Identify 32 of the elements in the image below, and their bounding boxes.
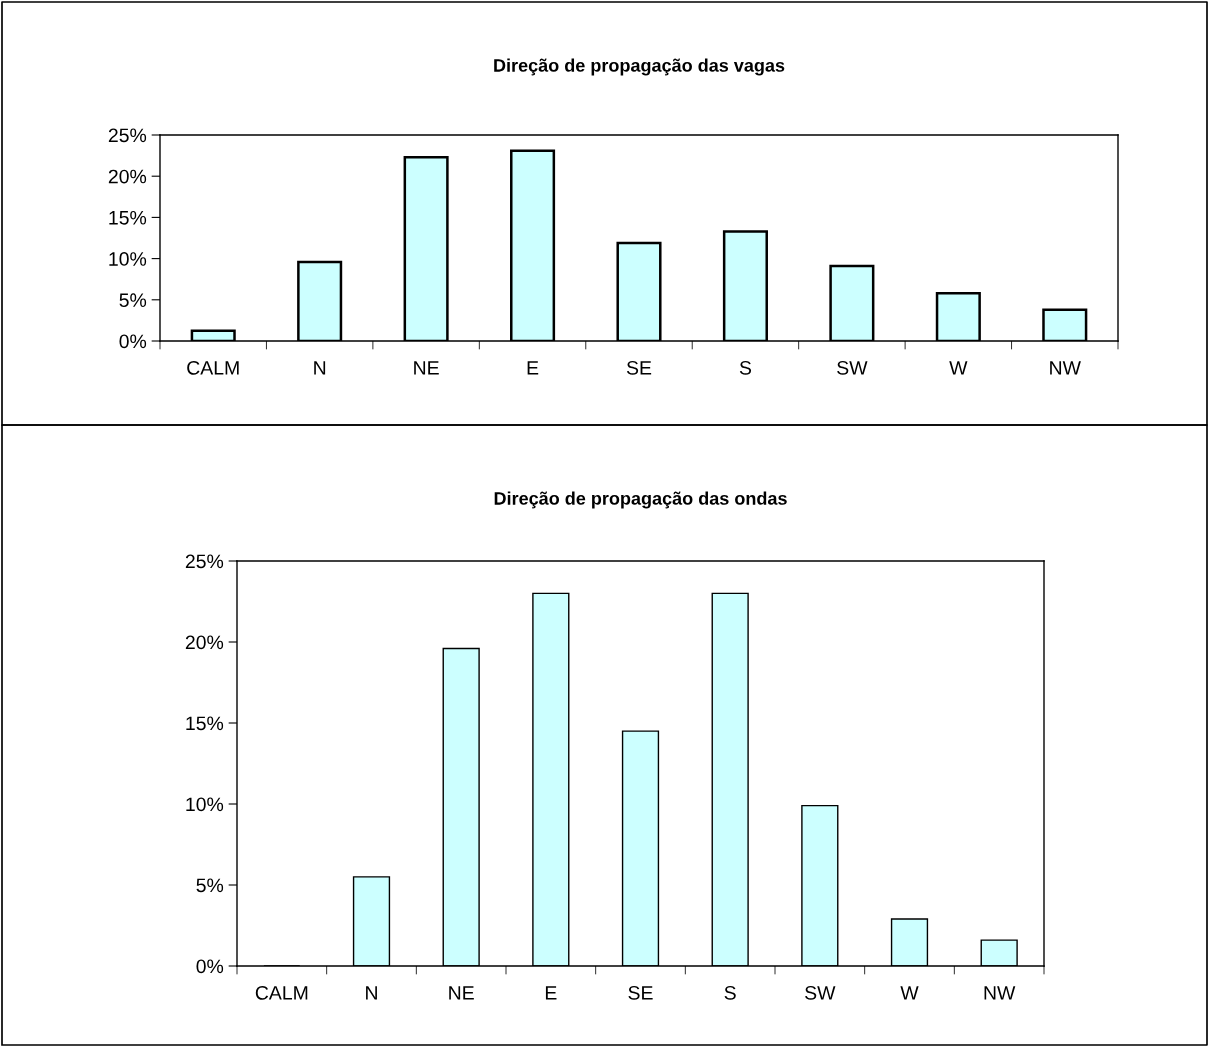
x-tick-label: NW xyxy=(984,986,1016,1000)
y-tick-label: 0% xyxy=(196,959,224,974)
y-tick-label: 15% xyxy=(109,210,147,225)
x-tick-label: E xyxy=(545,986,557,1000)
x-tick-label: S xyxy=(739,360,752,375)
x-tick-label: SW xyxy=(805,985,836,1000)
y-tick-label: 20% xyxy=(185,635,224,650)
chart-title: Direção de propagação das vagas xyxy=(494,58,785,76)
x-tick-label: SW xyxy=(837,360,868,375)
y-tick-label: 25% xyxy=(108,128,147,143)
y-tick-label: 10% xyxy=(186,797,224,812)
x-tick-label: W xyxy=(900,986,919,1000)
chart-title: Direção de propagação das ondas xyxy=(494,491,787,509)
x-tick-label: CALM xyxy=(255,985,308,1000)
x-tick-label: W xyxy=(949,361,968,375)
x-tick-label: N xyxy=(366,986,377,1000)
y-tick-label: 15% xyxy=(186,716,224,731)
y-tick-label: 0% xyxy=(119,334,147,349)
y-tick-label: 5% xyxy=(119,293,147,308)
x-tick-label: S xyxy=(724,985,736,1000)
x-tick-label: NE xyxy=(449,986,474,1000)
y-tick-label: 5% xyxy=(196,878,224,893)
x-tick-label: E xyxy=(527,361,539,375)
x-tick-label: N xyxy=(314,361,326,375)
y-tick-label: 20% xyxy=(108,169,147,184)
x-tick-label: CALM xyxy=(187,360,239,375)
x-tick-label: SE xyxy=(628,985,653,1000)
x-tick-label: SE xyxy=(626,360,652,375)
y-tick-label: 10% xyxy=(109,252,147,266)
x-tick-label: NW xyxy=(1050,361,1081,375)
y-tick-label: 25% xyxy=(185,554,224,569)
x-tick-label: NE xyxy=(414,361,439,375)
